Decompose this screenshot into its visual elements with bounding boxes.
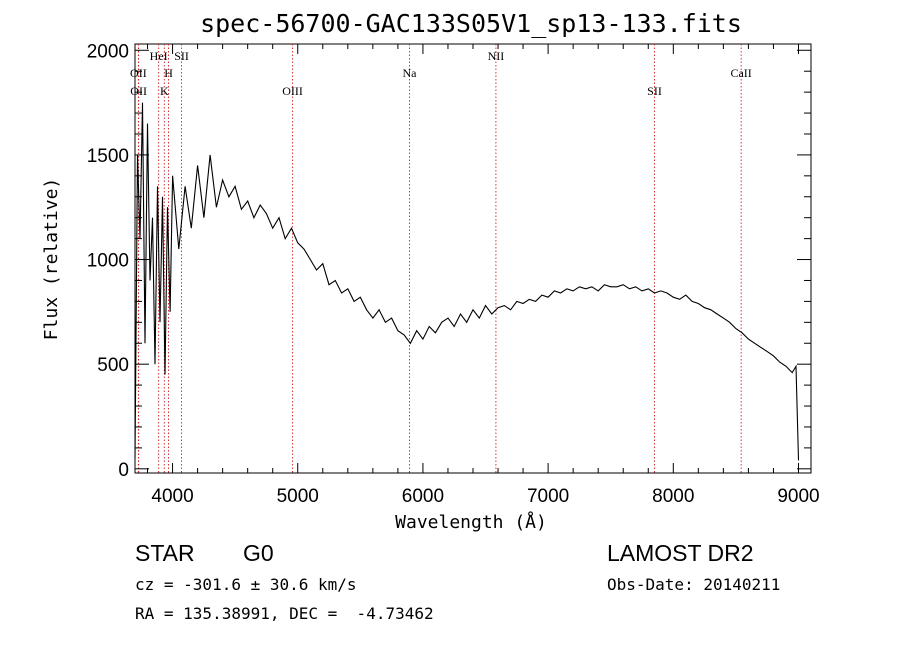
object-class: STAR	[135, 540, 195, 566]
y-tick-label: 0	[118, 460, 129, 481]
object-subclass: G0	[243, 540, 274, 566]
y-tick-label: 2000	[87, 41, 129, 62]
y-axis-label: Flux (relative)	[41, 178, 62, 341]
spectral-line-label: Na	[403, 66, 418, 80]
coordinates: RA = 135.38991, DEC = -4.73462	[135, 604, 434, 623]
spectral-line-label: SII	[647, 84, 662, 98]
spectral-line-label: NII	[488, 49, 505, 63]
y-tick-label: 1500	[87, 146, 129, 167]
spectral-line-label: K	[160, 84, 169, 98]
survey-name: LAMOST DR2	[607, 540, 754, 566]
tick-labels: 4000 5000 6000 7000 8000 9000 0 500 1000 1500 2000	[87, 41, 820, 507]
spectral-line-label: OIII	[282, 84, 303, 98]
x-tick-label: 9000	[777, 486, 819, 507]
x-tick-label: 7000	[527, 486, 569, 507]
x-tick-label: 8000	[652, 486, 694, 507]
x-tick-label: 5000	[277, 486, 319, 507]
cz-value: cz = -301.6 ± 30.6 km/s	[135, 575, 357, 594]
x-axis-label: Wavelength (Å)	[395, 511, 547, 533]
spectral-line-label: H	[164, 66, 173, 80]
y-tick-label: 1000	[87, 251, 129, 272]
spectral-line-label: OII	[130, 84, 147, 98]
obs-date: Obs-Date: 20140211	[607, 575, 781, 594]
axis-ticks	[135, 44, 811, 473]
x-tick-label: 6000	[402, 486, 444, 507]
spectral-line-label: SII	[174, 49, 189, 63]
y-tick-label: 500	[97, 355, 129, 376]
spectrum-line	[134, 102, 800, 461]
chart-title: spec-56700-GAC133S05V1_sp13-133.fits	[200, 9, 742, 38]
plot-frame	[134, 43, 812, 474]
spectral-line-label: HeI	[150, 49, 168, 63]
spectral-line-label: CaII	[730, 66, 751, 80]
x-tick-label: 4000	[151, 486, 193, 507]
